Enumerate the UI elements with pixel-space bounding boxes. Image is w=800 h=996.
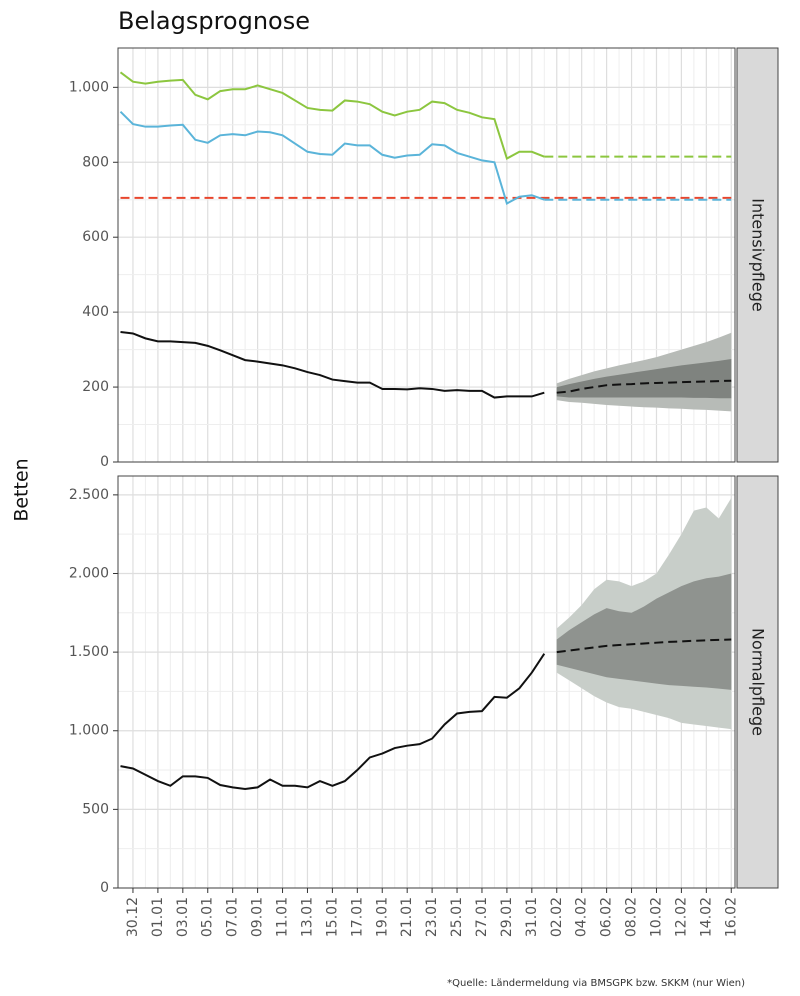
x-tick-label: 07.01 — [225, 897, 241, 937]
panel-strip — [736, 475, 779, 889]
x-tick-label: 10.02 — [648, 897, 664, 937]
panel-strip — [736, 47, 779, 463]
y-tick-label: 2.500 — [69, 487, 109, 503]
x-tick-label: 08.02 — [624, 897, 640, 937]
x-tick-label: 03.01 — [175, 897, 191, 937]
y-tick-label: 1.000 — [69, 723, 109, 739]
x-tick-label: 21.01 — [399, 897, 415, 937]
x-tick-label: 13.01 — [299, 897, 315, 937]
x-tick-label: 16.02 — [723, 897, 739, 937]
x-tick-label: 05.01 — [200, 897, 216, 937]
x-tick-label: 31.01 — [524, 897, 540, 937]
panel-border — [117, 475, 736, 889]
forecast-band — [556, 573, 732, 690]
x-tick-label: 06.02 — [599, 897, 615, 937]
y-tick-label: 800 — [82, 154, 109, 170]
y-tick-label: 1.000 — [69, 79, 109, 95]
x-tick-label: 01.01 — [150, 897, 166, 937]
x-tick-label: 29.01 — [499, 897, 515, 937]
y-tick-label: 500 — [82, 801, 109, 817]
x-tick-label: 12.02 — [673, 897, 689, 937]
x-tick-label: 23.01 — [424, 897, 440, 937]
line-series — [120, 331, 545, 399]
chart-title: Belagsprognose — [118, 7, 310, 35]
line-series — [119, 71, 545, 160]
x-tick-label: 19.01 — [374, 897, 390, 937]
line-series — [556, 379, 732, 394]
x-tick-label: 02.02 — [549, 897, 565, 937]
y-tick-label: 400 — [82, 304, 109, 320]
x-tick-label: 15.01 — [324, 897, 340, 937]
x-tick-label: 14.02 — [698, 897, 714, 937]
y-axis-label: Betten — [11, 458, 33, 521]
line-series — [119, 110, 545, 205]
line-series — [120, 653, 546, 790]
source-note: *Quelle: Ländermeldung via BMSGPK bzw. S… — [447, 978, 745, 989]
y-tick-label: 0 — [100, 880, 109, 896]
y-tick-label: 2.000 — [69, 565, 109, 581]
y-tick-label: 0 — [100, 454, 109, 470]
x-tick-label: 09.01 — [250, 897, 266, 937]
y-tick-label: 1.500 — [69, 644, 109, 660]
x-tick-label: 27.01 — [474, 897, 490, 937]
panel-border — [117, 47, 736, 463]
forecast-band — [556, 358, 732, 399]
panel-label: Intensivpflege — [749, 198, 768, 311]
line-series — [556, 638, 732, 654]
x-tick-label: 25.01 — [449, 897, 465, 937]
panel-label: Normalpflege — [749, 628, 768, 736]
x-tick-label: 30.12 — [125, 897, 141, 937]
y-tick-label: 600 — [82, 229, 109, 245]
x-tick-label: 17.01 — [349, 897, 365, 937]
y-tick-label: 200 — [82, 379, 109, 395]
x-tick-label: 04.02 — [574, 897, 590, 937]
x-tick-label: 11.01 — [275, 897, 291, 937]
